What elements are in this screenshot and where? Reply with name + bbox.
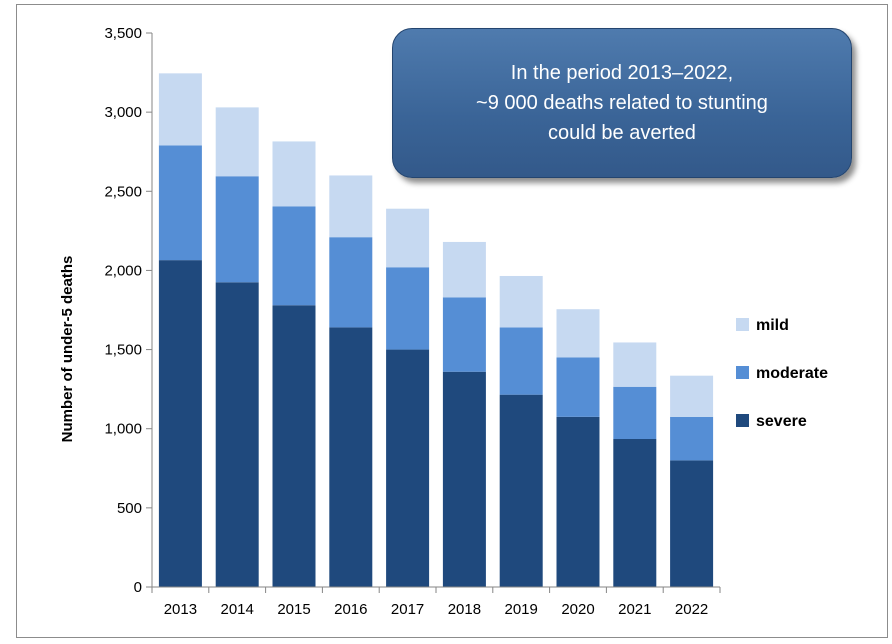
y-tick-label: 3,000 bbox=[104, 104, 142, 121]
bar-mild-2016 bbox=[329, 175, 373, 238]
bar-moderate-2016 bbox=[329, 237, 373, 328]
x-tick-label: 2013 bbox=[164, 601, 197, 618]
bar-mild-2013 bbox=[158, 73, 202, 146]
bar-mild-2017 bbox=[386, 208, 430, 268]
bar-moderate-2017 bbox=[386, 267, 430, 350]
bar-moderate-2013 bbox=[158, 145, 202, 261]
annotation-line-1: In the period 2013–2022, bbox=[510, 62, 734, 84]
legend-swatch-severe bbox=[736, 414, 749, 427]
bar-severe-2017 bbox=[386, 349, 430, 587]
x-tick-label: 2020 bbox=[561, 601, 594, 618]
bar-severe-2014 bbox=[215, 282, 259, 587]
legend-label-mild: mild bbox=[756, 317, 789, 334]
bar-moderate-2014 bbox=[215, 176, 259, 283]
x-tick-label: 2021 bbox=[618, 601, 651, 618]
y-tick-label: 2,500 bbox=[104, 183, 142, 200]
y-tick-label: 3,500 bbox=[104, 25, 142, 42]
axes-group: 0 500 1,000 1,500 2,000 2,500 3,000 3,500 2013 20… bbox=[104, 25, 721, 618]
bar-severe-2019 bbox=[499, 394, 543, 587]
x-tick-label: 2017 bbox=[391, 601, 424, 618]
y-tick-label: 1,500 bbox=[104, 342, 142, 359]
legend-label-severe: severe bbox=[756, 413, 807, 430]
legend-label-moderate: moderate bbox=[756, 365, 828, 382]
bar-severe-2022 bbox=[670, 460, 714, 587]
annotation-line-3: could be averted bbox=[548, 122, 696, 144]
bar-mild-2015 bbox=[272, 141, 316, 207]
bars-group bbox=[158, 73, 714, 587]
bar-moderate-2015 bbox=[272, 206, 316, 306]
annotation-line-2: ~9 000 deaths related to stunting bbox=[476, 92, 768, 114]
y-tick-label: 1,000 bbox=[104, 421, 142, 438]
x-tick-label: 2016 bbox=[334, 601, 367, 618]
bar-mild-2022 bbox=[670, 375, 714, 417]
legend-swatch-mild bbox=[736, 318, 749, 331]
bar-severe-2018 bbox=[442, 371, 486, 587]
x-tick-label: 2018 bbox=[448, 601, 481, 618]
bar-severe-2016 bbox=[329, 327, 373, 587]
x-tick-label: 2019 bbox=[505, 601, 538, 618]
legend: mild moderate severe bbox=[736, 317, 828, 430]
annotation-callout: In the period 2013–2022, ~9 000 deaths r… bbox=[392, 28, 852, 178]
x-tick-label: 2014 bbox=[221, 601, 254, 618]
x-tick-label: 2015 bbox=[277, 601, 310, 618]
bar-moderate-2022 bbox=[670, 416, 714, 461]
bar-moderate-2021 bbox=[613, 386, 657, 439]
bar-moderate-2018 bbox=[442, 297, 486, 372]
y-tick-label: 0 bbox=[134, 579, 142, 596]
x-tick-label: 2022 bbox=[675, 601, 708, 618]
bar-mild-2014 bbox=[215, 107, 259, 177]
bar-severe-2015 bbox=[272, 305, 316, 587]
legend-swatch-moderate bbox=[736, 366, 749, 379]
bar-mild-2021 bbox=[613, 342, 657, 387]
bar-mild-2018 bbox=[442, 241, 486, 298]
y-tick-label: 500 bbox=[117, 500, 142, 517]
bar-severe-2020 bbox=[556, 416, 600, 587]
bar-moderate-2019 bbox=[499, 327, 543, 395]
bar-severe-2013 bbox=[158, 260, 202, 587]
bar-mild-2019 bbox=[499, 275, 543, 328]
bar-mild-2020 bbox=[556, 309, 600, 358]
bar-moderate-2020 bbox=[556, 357, 600, 417]
y-tick-label: 2,000 bbox=[104, 262, 142, 279]
y-axis-title: Number of under-5 deaths bbox=[59, 256, 76, 443]
bar-severe-2021 bbox=[613, 439, 657, 587]
